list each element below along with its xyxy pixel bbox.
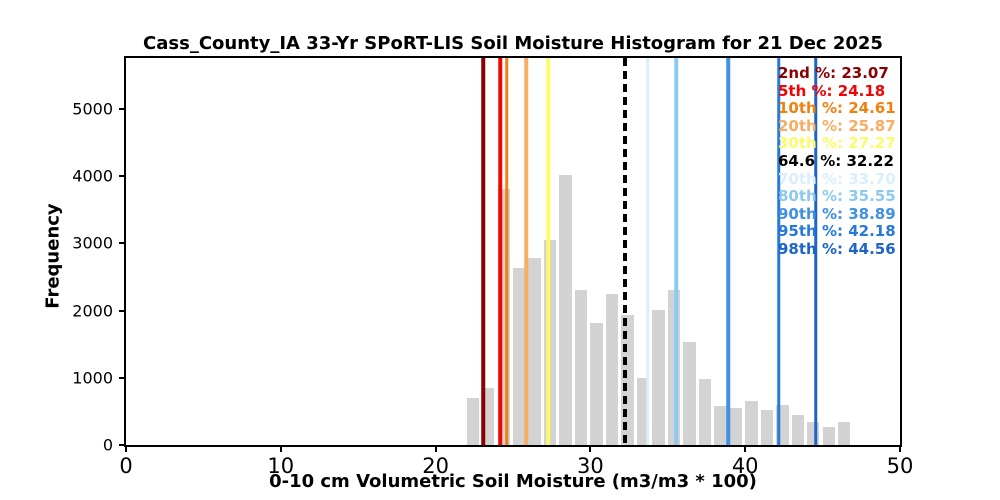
y-tick-label: 0 bbox=[102, 435, 113, 455]
histogram-bar bbox=[838, 421, 851, 445]
y-tick-label: 5000 bbox=[72, 99, 113, 119]
legend-entry: 10th %: 24.61 bbox=[778, 99, 896, 118]
percentile-line bbox=[674, 58, 679, 445]
x-tick-mark bbox=[589, 447, 592, 452]
x-tick-label: 10 bbox=[267, 454, 295, 478]
y-tick-label: 4000 bbox=[72, 166, 113, 186]
y-tick-label: 1000 bbox=[72, 368, 113, 388]
x-tick-label: 40 bbox=[731, 454, 759, 478]
legend-entry: 95th %: 42.18 bbox=[778, 222, 896, 241]
percentile-line bbox=[645, 58, 650, 445]
y-tick-label: 3000 bbox=[72, 233, 113, 253]
y-axis-label: Frequency bbox=[42, 203, 64, 309]
percentile-line bbox=[481, 58, 485, 445]
percentile-line bbox=[726, 58, 730, 445]
legend-entry: 98th %: 44.56 bbox=[778, 239, 896, 258]
percentile-line bbox=[622, 58, 627, 445]
x-tick-mark bbox=[899, 447, 901, 452]
histogram-bar bbox=[590, 322, 603, 445]
x-tick-label: 50 bbox=[886, 454, 914, 478]
x-tick-label: 30 bbox=[577, 454, 604, 478]
percentile-line bbox=[814, 58, 818, 445]
histogram-bar bbox=[683, 342, 696, 445]
histogram-bar bbox=[466, 397, 479, 445]
histogram-bar bbox=[745, 400, 758, 445]
histogram-bar bbox=[574, 290, 588, 445]
plot-area: 2nd %: 23.07 5th %: 24.18 10th %: 24.61 20t… bbox=[72, 56, 913, 478]
histogram-bar bbox=[729, 408, 743, 445]
legend-entry: 5th %: 24.18 bbox=[778, 81, 886, 100]
legend-entry: 90th %: 38.89 bbox=[778, 204, 896, 223]
legend-entry: 80th %: 35.55 bbox=[778, 187, 896, 206]
legend-entry: 30th %: 27.27 bbox=[778, 134, 896, 153]
histogram-bar bbox=[482, 387, 495, 445]
x-tick-label: 0 bbox=[119, 454, 133, 478]
y-tick-mark bbox=[119, 309, 124, 312]
histogram-bar bbox=[605, 294, 619, 445]
percentile-line bbox=[546, 58, 550, 445]
x-tick-mark bbox=[279, 447, 282, 452]
x-axis-label: 0-10 cm Volumetric Soil Moisture (m3/m3 … bbox=[269, 471, 757, 492]
histogram-bar bbox=[791, 415, 804, 445]
histogram-bar bbox=[714, 405, 727, 445]
y-tick-mark bbox=[119, 376, 124, 379]
x-tick-label: 20 bbox=[422, 454, 449, 478]
percentile-line bbox=[524, 58, 529, 445]
x-tick-mark bbox=[434, 447, 437, 452]
y-tick-mark bbox=[119, 242, 124, 245]
histogram-bar bbox=[513, 268, 526, 445]
y-tick-mark bbox=[119, 175, 124, 178]
legend-entry: 2nd %: 23.07 bbox=[778, 64, 889, 82]
chart-title: Cass_County_IA 33-Yr SPoRT-LIS Soil Mois… bbox=[143, 33, 883, 54]
percentile-legend: 2nd %: 23.07 5th %: 24.18 10th %: 24.61 20t… bbox=[778, 64, 896, 259]
legend-entry: 70th %: 33.70 bbox=[778, 169, 896, 188]
y-tick-mark bbox=[119, 444, 124, 446]
x-tick-mark bbox=[744, 447, 747, 452]
y-tick-label: 2000 bbox=[72, 301, 113, 321]
x-tick-mark bbox=[125, 447, 127, 452]
y-tick-mark bbox=[119, 107, 124, 110]
histogram-bar bbox=[822, 426, 835, 445]
histogram-bar bbox=[760, 410, 774, 445]
legend-entry: 20th %: 25.87 bbox=[778, 116, 896, 135]
percentile-line bbox=[498, 58, 503, 445]
percentile-line bbox=[505, 58, 509, 445]
histogram-bar bbox=[528, 258, 541, 445]
histogram-bar bbox=[652, 309, 665, 445]
percentile-line bbox=[777, 58, 781, 445]
legend-entry: 64.6 %: 32.22 bbox=[778, 151, 894, 170]
histogram-bar bbox=[559, 175, 572, 445]
histogram-bar bbox=[698, 379, 712, 445]
